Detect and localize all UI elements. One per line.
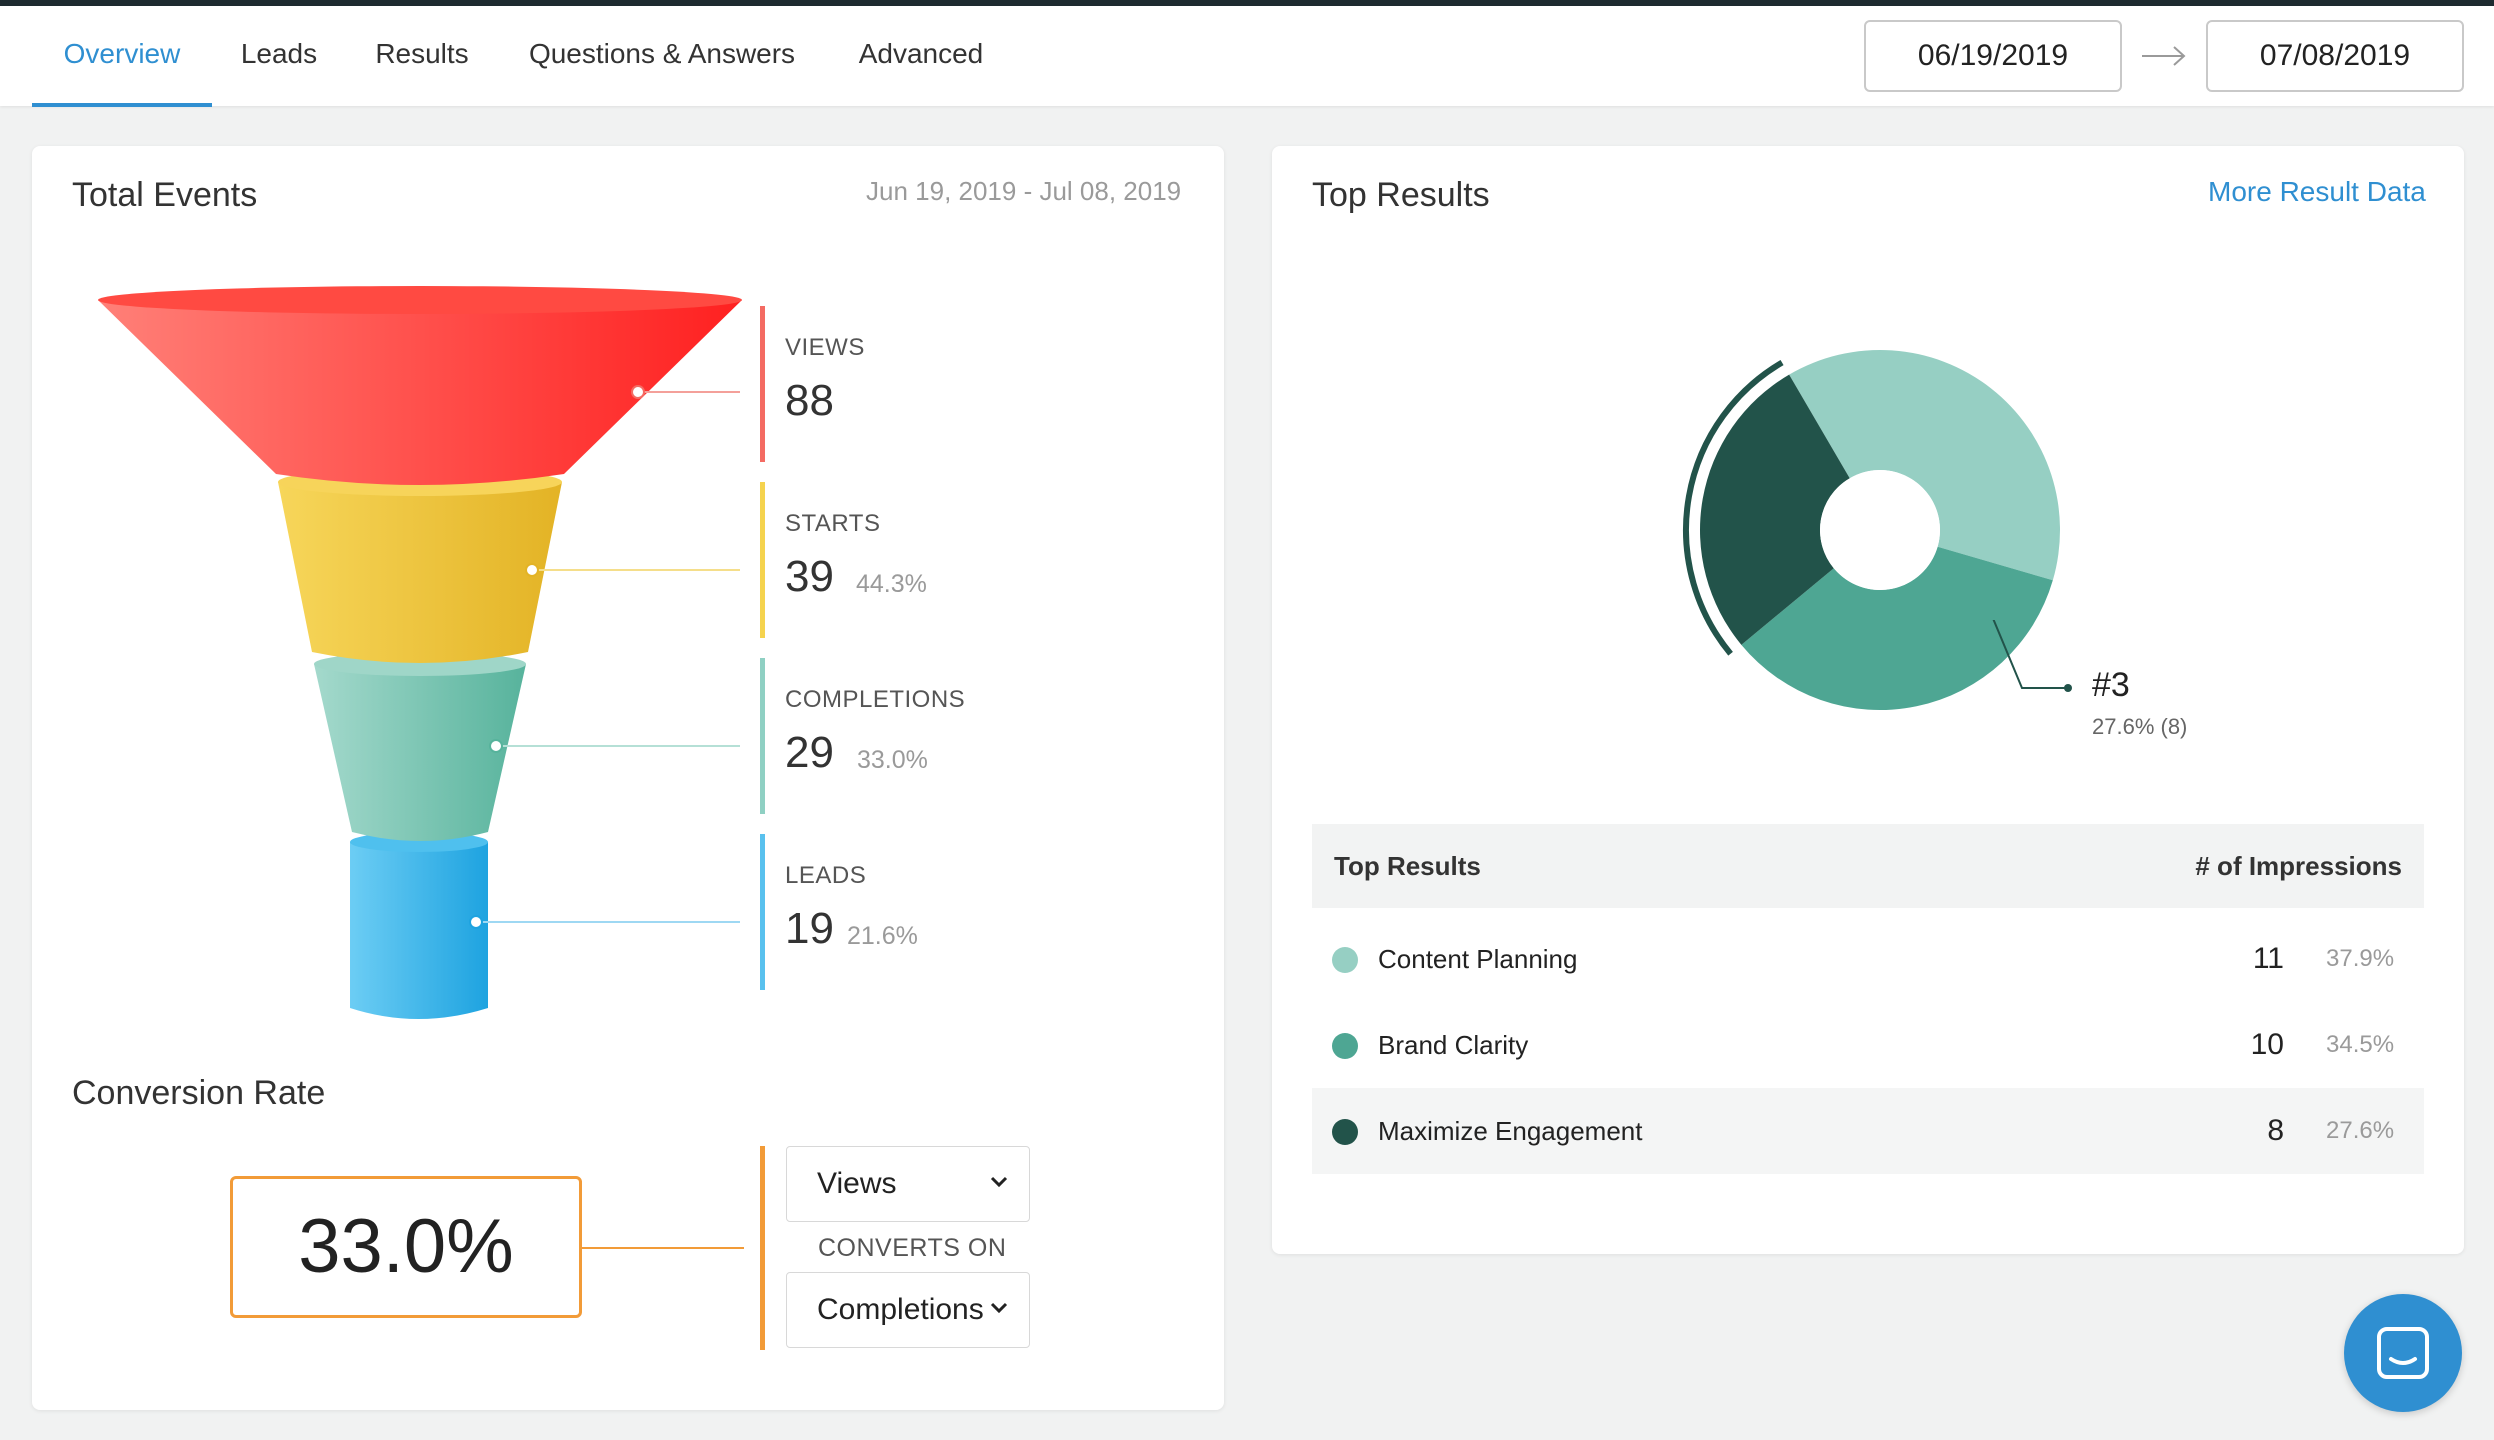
result-name: Maximize Engagement <box>1378 1116 1643 1146</box>
tab-questions-answers[interactable]: Questions & Answers <box>528 38 796 69</box>
pie-slice-content-planning[interactable] <box>1789 350 2060 581</box>
active-tab-indicator <box>32 103 212 107</box>
highlight-leader-line <box>1992 620 2072 692</box>
tab-advanced[interactable]: Advanced <box>858 38 984 69</box>
starts-value: 39 <box>785 552 834 601</box>
pie-slice-brand-clarity[interactable] <box>1741 546 2053 710</box>
result-percent: 34.5% <box>2326 1031 2395 1058</box>
converts-on-label: CONVERTS ON <box>818 1234 1007 1262</box>
result-name: Content Planning <box>1378 944 1578 974</box>
starts-bar <box>760 482 765 638</box>
tab-overview[interactable]: Overview <box>63 38 181 69</box>
events-date-range: Jun 19, 2019 - Jul 08, 2019 <box>866 176 1182 206</box>
pie-highlight-arc <box>1683 359 1784 656</box>
legend-dot <box>1332 1033 1358 1059</box>
conversion-bar <box>760 1146 765 1350</box>
leads-value: 19 <box>785 904 834 953</box>
completions-bar <box>760 658 765 814</box>
conversion-rate-title: Conversion Rate <box>72 1074 326 1112</box>
conversion-rate-value: 33.0% <box>230 1176 582 1318</box>
top-results-pie-chart <box>1683 350 2060 710</box>
total-events-card <box>32 146 1224 1410</box>
from-stage-value: Views <box>817 1167 897 1200</box>
completions-value: 29 <box>785 728 834 777</box>
result-count: 11 <box>2252 942 2284 975</box>
more-result-data-link[interactable]: More Result Data <box>2208 176 2426 207</box>
legend-dot <box>1332 947 1358 973</box>
views-label: VIEWS <box>785 334 865 361</box>
top-strip <box>0 0 2494 6</box>
highlight-detail: 27.6% (8) <box>2092 714 2188 739</box>
tab-results[interactable]: Results <box>375 38 469 69</box>
chevron-down-icon <box>990 1176 1008 1188</box>
results-table-header: Top Results # of Impressions <box>1312 824 2424 908</box>
leads-label: LEADS <box>785 862 867 889</box>
result-count: 8 <box>2267 1114 2284 1147</box>
table-row[interactable]: Maximize Engagement 8 27.6% <box>1312 1088 2424 1174</box>
legend-dot <box>1332 1119 1358 1145</box>
to-stage-value: Completions <box>817 1293 984 1326</box>
from-stage-select[interactable]: Views <box>786 1146 1030 1222</box>
completions-label: COMPLETIONS <box>785 686 966 713</box>
views-value: 88 <box>785 376 834 425</box>
leads-bar <box>760 834 765 990</box>
chat-icon <box>2377 1327 2429 1379</box>
top-nav: Overview Leads Results Questions & Answe… <box>0 6 2494 107</box>
pie-slice-maximize-engagement[interactable] <box>1700 374 1850 645</box>
total-events-title: Total Events <box>72 176 258 214</box>
result-percent: 37.9% <box>2326 945 2395 972</box>
starts-percent: 44.3% <box>856 570 927 598</box>
views-bar <box>760 306 765 462</box>
table-row[interactable]: Content Planning 11 37.9% <box>1312 916 2424 1002</box>
tab-leads[interactable]: Leads <box>240 38 318 69</box>
highlight-rank: #3 <box>2092 666 2130 704</box>
start-date-input[interactable]: 06/19/2019 <box>1864 20 2122 92</box>
col-top-results: Top Results <box>1334 851 1481 881</box>
end-date-input[interactable]: 07/08/2019 <box>2206 20 2464 92</box>
chat-launcher-button[interactable] <box>2344 1294 2462 1412</box>
result-count: 10 <box>2250 1028 2284 1061</box>
starts-label: STARTS <box>785 510 881 537</box>
completions-percent: 33.0% <box>857 746 928 774</box>
result-name: Brand Clarity <box>1378 1030 1529 1060</box>
leads-percent: 21.6% <box>847 922 918 950</box>
arrow-right-icon <box>2142 46 2186 66</box>
top-results-title: Top Results <box>1312 176 1490 214</box>
chevron-down-icon <box>990 1302 1008 1314</box>
col-impressions: # of Impressions <box>2195 851 2402 881</box>
pie-center-hole <box>1820 470 1940 590</box>
to-stage-select[interactable]: Completions <box>786 1272 1030 1348</box>
table-row[interactable]: Brand Clarity 10 34.5% <box>1312 1002 2424 1088</box>
result-percent: 27.6% <box>2326 1117 2395 1144</box>
